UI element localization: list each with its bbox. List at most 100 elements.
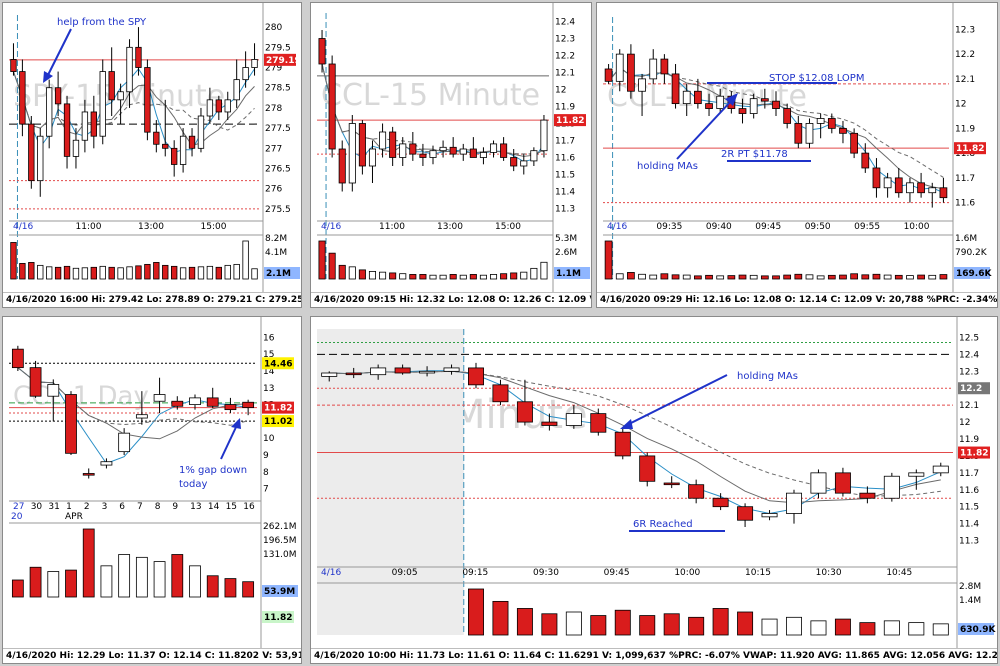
volume-bar: [883, 274, 892, 280]
volume-bar: [850, 273, 858, 280]
candle-body: [469, 148, 477, 158]
volume-bar: [46, 266, 53, 280]
volume-bar: [429, 274, 437, 280]
candle-body: [540, 119, 548, 152]
candle-body: [242, 67, 249, 81]
month-label: 20: [11, 512, 23, 522]
volume-bar: [565, 611, 582, 636]
volume-bar: [727, 275, 736, 280]
candle-body: [368, 148, 377, 167]
price-axis-label: 12.4: [555, 18, 575, 28]
candle-body: [179, 135, 187, 165]
candle-body: [419, 370, 436, 374]
price-axis-label: 12: [555, 86, 566, 96]
candle-body: [224, 404, 237, 411]
volume-bar: [510, 272, 518, 280]
volume-bar: [861, 274, 870, 280]
candle-body: [516, 401, 533, 423]
volume-bar: [251, 268, 258, 280]
volume-bar: [794, 273, 803, 280]
candle-body: [760, 98, 769, 102]
price-tag: [954, 142, 986, 155]
volume-bar: [37, 264, 44, 280]
chart-pane-ccl-15min[interactable]: CCL-15 Minute12.412.312.212.11211.911.81…: [310, 2, 592, 308]
price-axis-label: 279.5: [265, 43, 291, 53]
candle-body: [37, 135, 44, 182]
price-axis-label: 11.4: [959, 520, 979, 530]
time-axis-label: 09:05: [392, 568, 418, 578]
volume-bar: [224, 264, 231, 280]
chart-watermark: CCL-15 Minute: [321, 78, 540, 113]
annotation-text: STOP $12.08 LOPM: [769, 73, 864, 84]
volume-axis-label: 131.0M: [263, 550, 297, 560]
price-axis-label: 12.3: [555, 35, 575, 45]
price-axis-label: 9: [263, 451, 269, 461]
time-axis-label: 13:00: [437, 222, 463, 232]
annotation-text: today: [179, 479, 208, 490]
price-axis-label: 11.6: [555, 154, 575, 164]
price-axis-label: 276.5: [265, 165, 291, 175]
price-axis-label: 11.9: [955, 124, 975, 134]
volume-bar: [171, 554, 184, 598]
candle-body: [738, 108, 747, 114]
candle-body: [206, 397, 219, 407]
candle-body: [82, 473, 95, 476]
candle-body: [614, 431, 631, 457]
candle-body: [65, 394, 77, 454]
candle-body: [772, 100, 780, 109]
volume-tag: [954, 267, 990, 279]
chart-pane-spy-15min[interactable]: SPY-15 Minute 280 279.5 279 278.5 278 277.5 277…: [2, 2, 302, 308]
candle-body: [29, 367, 42, 397]
volume-tag-label: 2.1M: [266, 269, 291, 279]
ccl15-status-bar: 4/16/2020 09:15 Hi: 12.32 Lo: 12.08 O: 1…: [311, 292, 591, 307]
candle-body: [492, 384, 509, 403]
arrow-icon: [231, 418, 241, 429]
chart-pane-ccl-5min[interactable]: CCL-5 Minute12.512.412.312.212.11211.911…: [310, 316, 998, 664]
candle-body: [794, 123, 803, 144]
price-axis-label: 12.4: [959, 350, 979, 360]
price-axis-label: 14: [263, 367, 275, 377]
volume-bar: [28, 262, 35, 280]
volume-bar: [530, 267, 538, 280]
price-axis-label: 11.5: [959, 503, 979, 513]
candle-body: [118, 432, 131, 453]
annotation-text: 2R PT $11.78: [721, 149, 788, 160]
time-axis-label: 09:55: [854, 222, 880, 232]
candle-body: [705, 103, 713, 109]
candle-body: [694, 90, 702, 105]
candle-body: [459, 148, 467, 155]
time-axis-label: 31: [48, 502, 59, 512]
price-axis-label: 11.4: [555, 188, 575, 198]
time-axis-label: 30: [31, 502, 43, 512]
price-axis-label: 12.5: [959, 333, 979, 343]
price-axis-label: 280: [265, 23, 282, 33]
volume-bar: [135, 265, 142, 280]
chart-pane-ccl-daily[interactable]: CCL-1 Day1615141312111098714.4611.8211.0…: [2, 316, 302, 664]
volume-bar: [883, 620, 900, 636]
volume-bar: [816, 275, 825, 280]
volume-bar: [705, 274, 713, 280]
volume-bar: [348, 266, 356, 280]
volume-axis-label: 2.6M: [555, 248, 577, 258]
premarket-shade: [317, 329, 464, 635]
chart-pane-ccl-1min[interactable]: CCL-1 Minute12.312.212.11211.911.811.711…: [596, 2, 998, 308]
candle-body: [233, 79, 240, 101]
time-axis-label: 13: [190, 502, 201, 512]
volume-bar: [439, 274, 447, 280]
volume-tag: [554, 267, 590, 279]
volume-axis-label: 1.4M: [959, 596, 981, 606]
volume-bar: [917, 274, 925, 280]
price-axis-label: 12.3: [959, 367, 979, 377]
ccl15-svg: CCL-15 Minute12.412.312.212.11211.911.81…: [317, 3, 590, 295]
volume-tag: [958, 623, 994, 635]
candle-body: [321, 372, 338, 377]
price-axis-label: 11.6: [955, 199, 975, 209]
time-axis-label: 4/16: [321, 222, 341, 232]
candle-body: [99, 71, 106, 137]
volume-bar: [839, 274, 847, 280]
time-axis-label: 09:35: [656, 222, 682, 232]
annotation-text: holding MAs: [737, 371, 798, 382]
volume-bar: [72, 267, 80, 280]
candle-body: [510, 157, 518, 167]
candle-body: [639, 455, 656, 482]
